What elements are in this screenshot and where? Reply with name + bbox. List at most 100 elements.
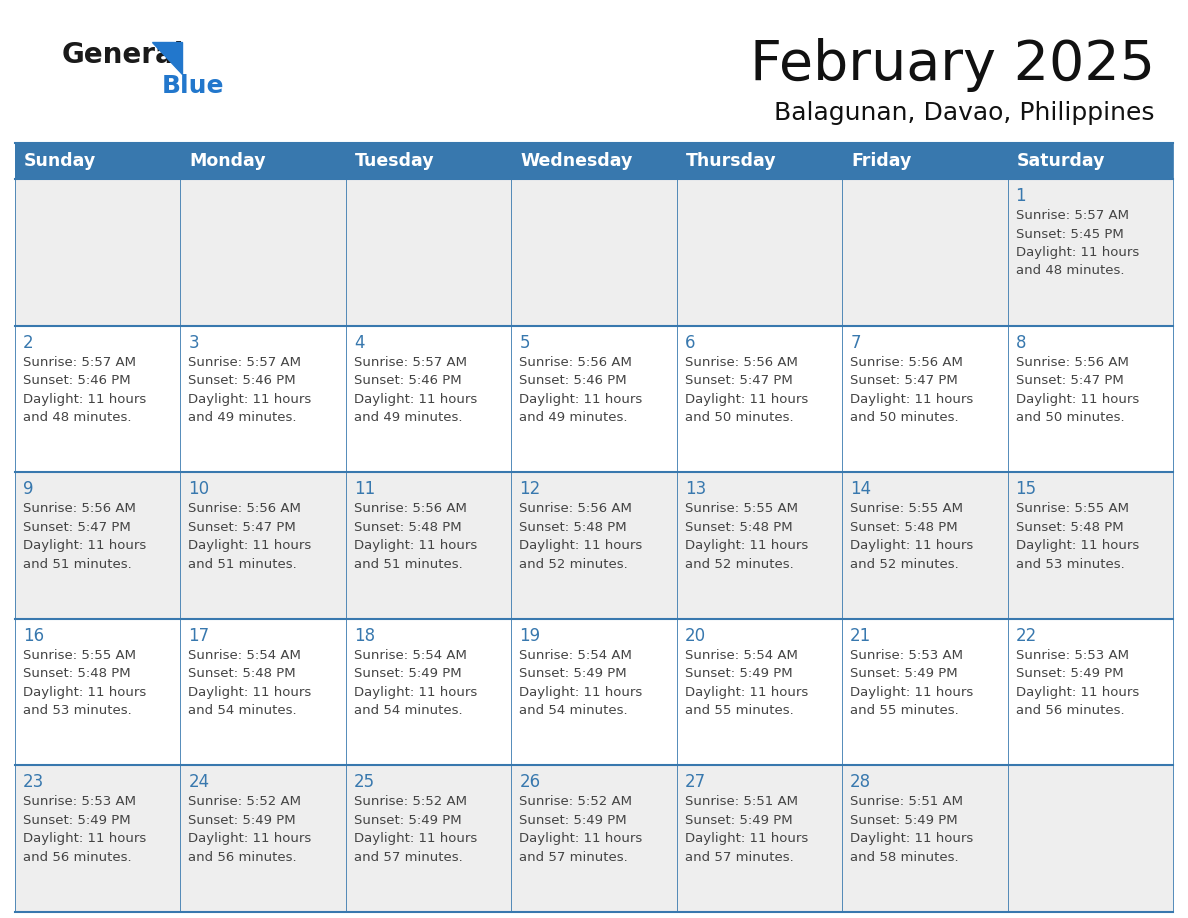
Text: Blue: Blue <box>162 74 225 98</box>
Text: 26: 26 <box>519 773 541 791</box>
Bar <box>181 472 346 619</box>
Text: Sunrise: 5:56 AM: Sunrise: 5:56 AM <box>1016 355 1129 369</box>
Text: Daylight: 11 hours: Daylight: 11 hours <box>519 393 643 406</box>
Bar <box>511 179 677 326</box>
Text: Daylight: 11 hours: Daylight: 11 hours <box>684 686 808 699</box>
Text: Sunrise: 5:53 AM: Sunrise: 5:53 AM <box>1016 649 1129 662</box>
Text: Daylight: 11 hours: Daylight: 11 hours <box>684 393 808 406</box>
Text: and 53 minutes.: and 53 minutes. <box>1016 558 1124 571</box>
Text: Sunset: 5:49 PM: Sunset: 5:49 PM <box>851 667 958 680</box>
Text: Thursday: Thursday <box>685 152 776 170</box>
Text: Balagunan, Davao, Philippines: Balagunan, Davao, Philippines <box>775 101 1155 125</box>
Text: Monday: Monday <box>189 152 266 170</box>
Text: Sunset: 5:47 PM: Sunset: 5:47 PM <box>23 521 131 533</box>
Text: Daylight: 11 hours: Daylight: 11 hours <box>23 686 146 699</box>
Bar <box>842 619 1007 766</box>
Text: 18: 18 <box>354 627 375 644</box>
Text: 9: 9 <box>23 480 33 498</box>
Bar <box>181 179 346 326</box>
Text: Sunrise: 5:54 AM: Sunrise: 5:54 AM <box>684 649 797 662</box>
Text: and 51 minutes.: and 51 minutes. <box>189 558 297 571</box>
Text: Wednesday: Wednesday <box>520 152 633 170</box>
Text: and 57 minutes.: and 57 minutes. <box>684 851 794 864</box>
Text: Sunset: 5:49 PM: Sunset: 5:49 PM <box>354 814 461 827</box>
Bar <box>181 326 346 472</box>
Text: Sunrise: 5:52 AM: Sunrise: 5:52 AM <box>354 795 467 809</box>
Text: Daylight: 11 hours: Daylight: 11 hours <box>851 686 973 699</box>
Bar <box>15 472 181 619</box>
Text: Sunset: 5:48 PM: Sunset: 5:48 PM <box>684 521 792 533</box>
Bar <box>15 326 181 472</box>
Text: Sunrise: 5:54 AM: Sunrise: 5:54 AM <box>189 649 302 662</box>
Text: Sunset: 5:46 PM: Sunset: 5:46 PM <box>519 375 627 387</box>
Bar <box>15 179 181 326</box>
Text: Sunset: 5:49 PM: Sunset: 5:49 PM <box>1016 667 1123 680</box>
Text: and 58 minutes.: and 58 minutes. <box>851 851 959 864</box>
Text: and 52 minutes.: and 52 minutes. <box>684 558 794 571</box>
Bar <box>181 143 346 179</box>
Text: and 48 minutes.: and 48 minutes. <box>23 411 132 424</box>
Bar <box>15 619 181 766</box>
Text: and 57 minutes.: and 57 minutes. <box>354 851 462 864</box>
Text: Sunday: Sunday <box>24 152 96 170</box>
Bar <box>1007 326 1173 472</box>
Text: Sunset: 5:46 PM: Sunset: 5:46 PM <box>23 375 131 387</box>
Text: Sunrise: 5:56 AM: Sunrise: 5:56 AM <box>519 502 632 515</box>
Text: Daylight: 11 hours: Daylight: 11 hours <box>189 686 311 699</box>
Text: 21: 21 <box>851 627 871 644</box>
Text: 17: 17 <box>189 627 209 644</box>
Text: 7: 7 <box>851 333 860 352</box>
Text: Daylight: 11 hours: Daylight: 11 hours <box>851 539 973 553</box>
Text: Sunset: 5:46 PM: Sunset: 5:46 PM <box>354 375 461 387</box>
Text: and 55 minutes.: and 55 minutes. <box>851 704 959 717</box>
Bar <box>677 766 842 912</box>
Text: and 49 minutes.: and 49 minutes. <box>354 411 462 424</box>
Text: Sunset: 5:48 PM: Sunset: 5:48 PM <box>851 521 958 533</box>
Text: Sunrise: 5:53 AM: Sunrise: 5:53 AM <box>23 795 135 809</box>
Text: and 56 minutes.: and 56 minutes. <box>1016 704 1124 717</box>
Text: Sunrise: 5:52 AM: Sunrise: 5:52 AM <box>519 795 632 809</box>
Text: and 52 minutes.: and 52 minutes. <box>519 558 628 571</box>
Text: Sunset: 5:49 PM: Sunset: 5:49 PM <box>519 814 627 827</box>
Text: Daylight: 11 hours: Daylight: 11 hours <box>189 539 311 553</box>
Text: Daylight: 11 hours: Daylight: 11 hours <box>519 539 643 553</box>
Bar <box>511 619 677 766</box>
Bar <box>1007 472 1173 619</box>
Text: Sunrise: 5:55 AM: Sunrise: 5:55 AM <box>1016 502 1129 515</box>
Text: and 56 minutes.: and 56 minutes. <box>23 851 132 864</box>
Text: Sunset: 5:49 PM: Sunset: 5:49 PM <box>354 667 461 680</box>
Text: Sunset: 5:48 PM: Sunset: 5:48 PM <box>23 667 131 680</box>
Text: Daylight: 11 hours: Daylight: 11 hours <box>519 686 643 699</box>
Bar <box>511 766 677 912</box>
Text: Daylight: 11 hours: Daylight: 11 hours <box>1016 539 1139 553</box>
Bar <box>842 472 1007 619</box>
Text: Sunset: 5:49 PM: Sunset: 5:49 PM <box>684 667 792 680</box>
Text: Sunrise: 5:56 AM: Sunrise: 5:56 AM <box>851 355 963 369</box>
Text: Sunrise: 5:56 AM: Sunrise: 5:56 AM <box>354 502 467 515</box>
Text: Daylight: 11 hours: Daylight: 11 hours <box>851 393 973 406</box>
Text: Daylight: 11 hours: Daylight: 11 hours <box>1016 246 1139 259</box>
Text: 22: 22 <box>1016 627 1037 644</box>
Text: 8: 8 <box>1016 333 1026 352</box>
Text: and 49 minutes.: and 49 minutes. <box>189 411 297 424</box>
Text: Sunset: 5:48 PM: Sunset: 5:48 PM <box>354 521 461 533</box>
Bar <box>15 143 181 179</box>
Text: Sunrise: 5:55 AM: Sunrise: 5:55 AM <box>684 502 797 515</box>
Text: Sunrise: 5:56 AM: Sunrise: 5:56 AM <box>519 355 632 369</box>
Text: 1: 1 <box>1016 187 1026 205</box>
Text: Sunset: 5:48 PM: Sunset: 5:48 PM <box>189 667 296 680</box>
Text: and 54 minutes.: and 54 minutes. <box>354 704 462 717</box>
Text: 11: 11 <box>354 480 375 498</box>
Text: Sunset: 5:47 PM: Sunset: 5:47 PM <box>189 521 296 533</box>
Text: and 50 minutes.: and 50 minutes. <box>684 411 794 424</box>
Bar <box>677 472 842 619</box>
Bar <box>346 326 511 472</box>
Text: Friday: Friday <box>851 152 911 170</box>
Text: Daylight: 11 hours: Daylight: 11 hours <box>354 686 478 699</box>
Text: Daylight: 11 hours: Daylight: 11 hours <box>354 539 478 553</box>
Bar <box>511 143 677 179</box>
Text: Saturday: Saturday <box>1017 152 1105 170</box>
Text: and 55 minutes.: and 55 minutes. <box>684 704 794 717</box>
Text: Sunrise: 5:56 AM: Sunrise: 5:56 AM <box>189 502 302 515</box>
Text: 28: 28 <box>851 773 871 791</box>
